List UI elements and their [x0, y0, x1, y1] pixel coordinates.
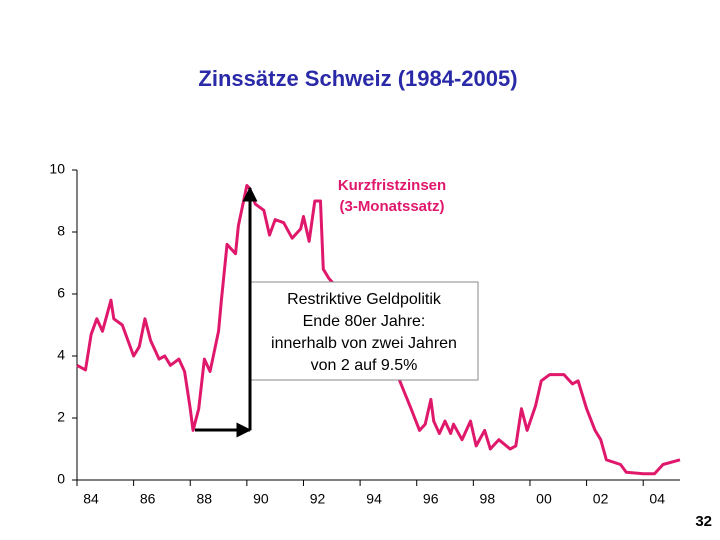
y-tick-label: 4: [57, 347, 65, 363]
x-tick-label: 90: [253, 491, 269, 507]
annotation: Restriktive Geldpolitik: [287, 291, 442, 308]
y-tick-label: 6: [57, 285, 65, 301]
x-tick-label: 94: [366, 491, 382, 507]
x-tick-label: 92: [310, 491, 326, 507]
y-tick-label: 0: [57, 471, 65, 487]
y-tick-label: 2: [57, 409, 65, 425]
x-tick-label: 88: [196, 491, 212, 507]
x-tick-label: 98: [480, 491, 496, 507]
x-tick-label: 86: [140, 491, 156, 507]
annotation: von 2 auf 9.5%: [311, 357, 418, 374]
annotation-box: [249, 281, 479, 381]
y-tick-label: 8: [57, 223, 65, 239]
page-number: 32: [695, 513, 712, 530]
y-tick-label: 10: [49, 161, 65, 177]
chart-title: Zinssätze Schweiz (1984-2005): [198, 66, 517, 91]
x-tick-label: 96: [423, 491, 439, 507]
annotation: Ende 80er Jahre:: [303, 313, 426, 330]
annotation: (3-Monatssatz): [339, 198, 444, 215]
x-tick-label: 04: [649, 491, 665, 507]
line-series: [76, 184, 681, 476]
x-tick-label: 02: [593, 491, 609, 507]
x-tick-label: 00: [536, 491, 552, 507]
x-tick-label: 84: [83, 491, 99, 507]
annotation: Kurzfristzinsen: [338, 177, 446, 194]
annotation: innerhalb von zwei Jahren: [271, 335, 457, 352]
